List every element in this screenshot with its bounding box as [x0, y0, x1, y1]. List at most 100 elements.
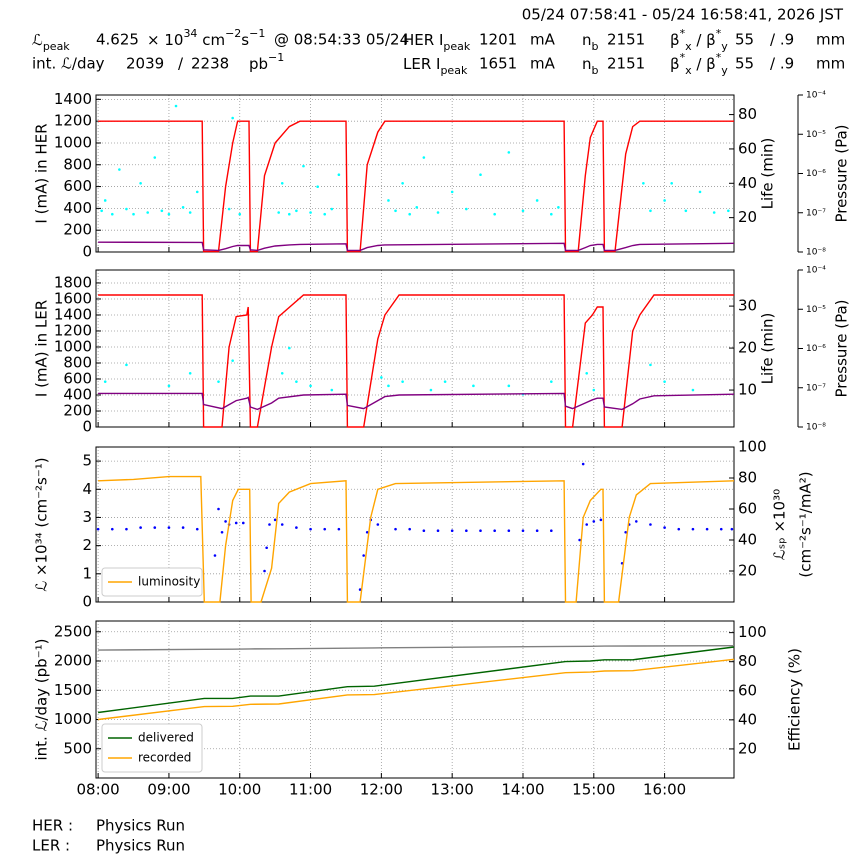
y2-tick-label: 20	[738, 339, 757, 357]
y-tick-label: 0	[82, 593, 92, 611]
y-axis-title: I (mA) in LER	[33, 300, 51, 397]
data-point	[103, 199, 107, 202]
y3-axis-title: Pressure (Pa)	[833, 299, 851, 397]
data-point	[727, 209, 730, 213]
data-point	[103, 380, 107, 383]
data-point	[227, 207, 231, 211]
y-tick-label: 1500	[54, 681, 92, 699]
x-tick-label: 10:00	[218, 781, 261, 799]
y2-axis-title: ℒₛₚ ×10³⁰	[771, 489, 789, 560]
data-point	[436, 529, 440, 532]
data-point	[231, 116, 234, 120]
data-point	[125, 363, 128, 367]
text-part: peak	[443, 40, 470, 53]
data-point	[288, 212, 291, 216]
y-tick-label: 1600	[54, 289, 92, 307]
text-part: *	[716, 27, 722, 40]
data-point	[365, 530, 369, 534]
data-point	[195, 527, 199, 531]
data-point	[599, 518, 603, 522]
data-point	[719, 527, 723, 531]
legend-box	[101, 723, 203, 773]
data-point	[578, 538, 581, 542]
header-text: @ 08:54:33 05/24	[274, 31, 409, 49]
data-point	[280, 523, 284, 526]
data-point	[337, 527, 341, 531]
data-point	[401, 380, 404, 383]
y2-tick-label: 20	[738, 208, 757, 226]
data-point	[125, 207, 128, 211]
data-point	[394, 527, 397, 531]
header-text: /	[178, 55, 184, 73]
y-tick-label: 1400	[54, 90, 92, 108]
y3-tick-label: 10⁻⁸	[806, 248, 826, 258]
y2-axis-title: Life (min)	[759, 313, 777, 385]
data-point	[139, 526, 142, 529]
y2-tick-label: 60	[738, 500, 757, 518]
y3-tick-label: 10⁻⁶	[806, 344, 826, 354]
data-line	[98, 475, 735, 603]
data-point	[231, 359, 234, 362]
data-point	[450, 190, 454, 194]
y-tick-label: 0	[82, 243, 92, 261]
data-point	[277, 211, 280, 214]
y-tick-label: 2500	[54, 622, 92, 640]
y-tick-label: 400	[63, 385, 92, 403]
text-part: cm	[197, 31, 225, 49]
text-part: peak	[43, 40, 70, 53]
data-line	[98, 645, 735, 651]
data-point	[422, 529, 426, 532]
x-tick-label: 11:00	[289, 781, 332, 799]
data-point	[110, 527, 114, 531]
y2-tick-label: 80	[738, 105, 757, 123]
legend-label: luminosity	[138, 575, 200, 589]
data-point	[450, 529, 454, 532]
text-part: pb	[249, 55, 268, 73]
data-point	[238, 212, 242, 216]
data-point	[146, 211, 149, 214]
data-point	[479, 173, 482, 177]
text-part: −1	[268, 51, 284, 64]
data-point	[507, 151, 511, 154]
data-point	[698, 190, 702, 194]
y-tick-label: 2000	[54, 652, 92, 670]
y2-tick-label: 20	[738, 739, 757, 757]
data-point	[550, 380, 553, 383]
data-point	[295, 526, 298, 529]
y3-tick-label: 10⁻⁵	[806, 305, 826, 315]
y2-tick-label: 60	[738, 681, 757, 699]
data-point	[691, 388, 695, 392]
data-point	[309, 384, 312, 388]
data-point	[181, 526, 185, 529]
text-part: *	[680, 27, 686, 40]
data-point	[670, 181, 673, 185]
data-point	[96, 527, 100, 531]
text-part: peak	[440, 64, 467, 77]
data-point	[380, 376, 383, 379]
y-tick-label: 600	[63, 369, 92, 387]
data-point	[705, 527, 709, 531]
text-part: *	[680, 51, 686, 64]
header-text: nb	[582, 55, 599, 77]
text-part: y	[721, 40, 728, 53]
y3-axis-title: Pressure (Pa)	[833, 124, 851, 222]
y-tick-label: 4	[82, 480, 92, 498]
text-part: x	[685, 64, 692, 77]
data-point	[479, 529, 482, 532]
plot-frame	[95, 620, 735, 779]
header-text: ℒpeak	[32, 31, 70, 53]
y2-tick-label: 30	[738, 297, 757, 315]
header-text: 55	[735, 55, 754, 73]
data-point	[493, 212, 496, 216]
data-point	[125, 527, 128, 531]
data-point	[592, 520, 596, 523]
data-point	[585, 523, 589, 526]
y3-tick-label: 10⁻⁷	[806, 383, 826, 393]
y2-axis-title: (cm⁻²s⁻¹/mA²)	[797, 471, 815, 577]
text-part: *	[716, 51, 722, 64]
data-point	[429, 388, 433, 392]
data-point	[174, 104, 178, 108]
header-text: 2151	[607, 55, 645, 73]
data-point	[224, 520, 227, 523]
data-point	[663, 526, 666, 529]
